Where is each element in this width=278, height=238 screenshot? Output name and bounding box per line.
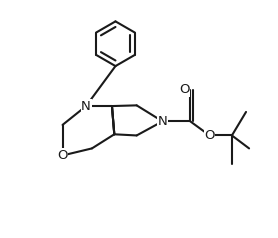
Text: O: O xyxy=(204,129,215,142)
Text: N: N xyxy=(81,99,91,113)
Text: O: O xyxy=(57,149,68,162)
Text: O: O xyxy=(179,83,190,96)
Text: N: N xyxy=(158,115,167,128)
